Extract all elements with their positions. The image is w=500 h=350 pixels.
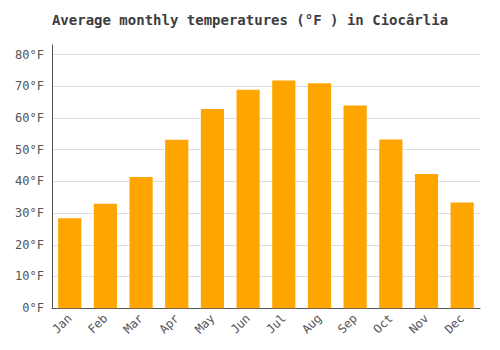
svg-text:40°F: 40°F <box>15 174 44 188</box>
svg-text:20°F: 20°F <box>15 238 44 252</box>
svg-text:Feb: Feb <box>85 311 110 336</box>
svg-text:50°F: 50°F <box>15 143 44 157</box>
svg-text:Average monthly temperatures (: Average monthly temperatures (°F ) in Ci… <box>52 12 448 28</box>
svg-text:0°F: 0°F <box>22 301 44 315</box>
svg-text:Dec: Dec <box>442 311 467 336</box>
svg-text:Jan: Jan <box>49 311 74 336</box>
svg-text:30°F: 30°F <box>15 206 44 220</box>
svg-text:Mar: Mar <box>121 311 146 336</box>
svg-text:Nov: Nov <box>406 311 431 336</box>
svg-text:80°F: 80°F <box>15 48 44 62</box>
svg-text:Oct: Oct <box>371 311 396 336</box>
svg-text:Jun: Jun <box>228 311 253 336</box>
svg-text:May: May <box>192 311 217 336</box>
svg-text:Jul: Jul <box>264 311 289 336</box>
svg-text:70°F: 70°F <box>15 79 44 93</box>
svg-text:10°F: 10°F <box>15 269 44 283</box>
svg-text:Apr: Apr <box>156 311 181 336</box>
svg-text:60°F: 60°F <box>15 111 44 125</box>
svg-text:Aug: Aug <box>299 311 324 336</box>
svg-text:Sep: Sep <box>335 311 360 336</box>
